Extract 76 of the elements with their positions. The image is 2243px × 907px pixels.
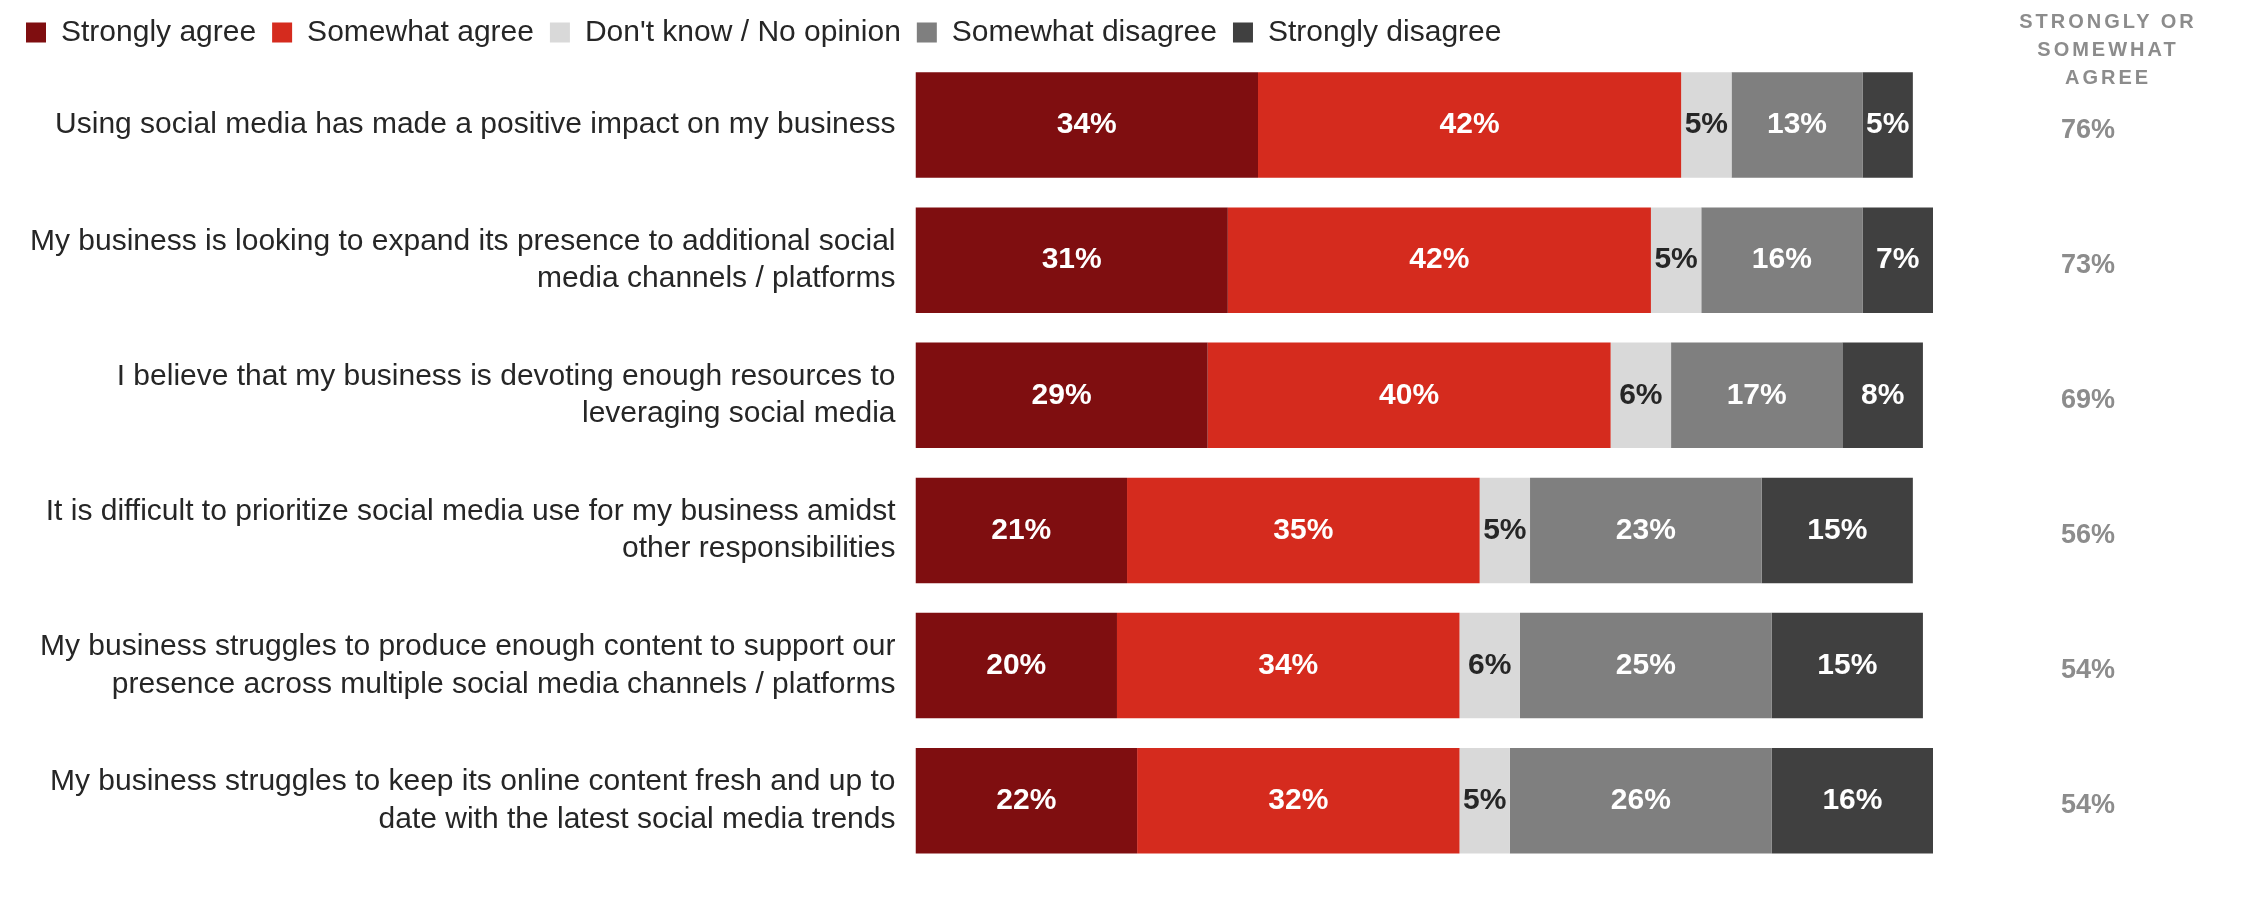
data-label: 5% <box>1463 781 1507 815</box>
bar <box>1862 72 1913 178</box>
data-label: 29% <box>1031 376 1092 410</box>
bar <box>1771 747 1933 854</box>
data-label: 40% <box>1379 376 1440 410</box>
bar <box>915 342 1208 449</box>
data-label: 16% <box>1822 781 1883 815</box>
bar <box>1530 477 1762 584</box>
bar <box>1227 207 1651 313</box>
bar <box>915 612 1117 719</box>
data-label: 42% <box>1409 241 1470 275</box>
legend-label: Strongly agree <box>61 13 257 47</box>
bar <box>1258 72 1682 178</box>
text: 69% <box>2060 383 2116 414</box>
bar <box>1509 747 1772 854</box>
data-label: 26% <box>1610 781 1671 815</box>
bar <box>1842 342 1923 449</box>
data-label: 6% <box>1468 646 1512 680</box>
bar <box>915 72 1259 178</box>
data-label: 31% <box>1041 241 1102 275</box>
y-tick-label: I believe that my business is devoting enough resources to leveraging social media <box>116 357 896 429</box>
bar <box>1650 207 1702 313</box>
bar <box>1862 207 1933 313</box>
legend-label: Somewhat disagree <box>951 13 1217 47</box>
y-tick-label: Using social media has made a positive impact on my business <box>55 106 896 140</box>
text: STRONGLY OR SOMEWHAT AGREE <box>2019 9 2197 88</box>
data-label: 5% <box>1654 241 1698 275</box>
legend-label: Strongly disagree <box>1267 13 1502 47</box>
bar <box>1671 342 1843 449</box>
data-label: 15% <box>1817 646 1878 680</box>
data-label: 25% <box>1615 646 1676 680</box>
data-label: 23% <box>1615 511 1676 545</box>
bar <box>1127 477 1480 584</box>
y-tick-label: My business struggles to produce enough content to support our presence across multiple social media channels / platforms <box>39 628 896 699</box>
legend-label: Don't know / No opinion <box>584 13 901 47</box>
data-label: 21% <box>991 511 1052 545</box>
data-label: 20% <box>986 646 1047 680</box>
data-label: 17% <box>1726 376 1787 410</box>
text: 54% <box>2060 789 2116 820</box>
data-label: 6% <box>1619 376 1663 410</box>
bar <box>1137 747 1460 854</box>
bar <box>915 477 1128 584</box>
bar <box>915 207 1228 313</box>
bar <box>1116 612 1460 719</box>
bar <box>1731 72 1863 178</box>
data-label: 35% <box>1273 511 1334 545</box>
bar <box>1771 612 1923 719</box>
data-label: 5% <box>1483 511 1527 545</box>
data-label: 15% <box>1807 511 1868 545</box>
y-tick-label: It is difficult to prioritize social media use for my business amidst other responsibilities <box>45 492 897 564</box>
data-label: 34% <box>1056 106 1117 140</box>
bar <box>1701 207 1863 313</box>
text: 73% <box>2060 248 2116 279</box>
data-label: 7% <box>1876 241 1920 275</box>
bar <box>1207 342 1611 449</box>
bar <box>1459 612 1520 719</box>
data-label: 16% <box>1751 241 1812 275</box>
y-tick-label: My business is looking to expand its presence to additional social media channels / platforms <box>29 222 896 294</box>
data-label: 34% <box>1258 646 1319 680</box>
y-tick-label: My business struggles to keep its online content fresh and up to date with the latest social media trends <box>49 763 896 834</box>
legend-label: Somewhat agree <box>307 13 534 47</box>
data-label: 13% <box>1766 106 1828 140</box>
data-label: 5% <box>1684 106 1729 140</box>
data-label: 42% <box>1439 106 1500 140</box>
data-label: 22% <box>996 781 1057 815</box>
data-label: 32% <box>1268 781 1329 815</box>
data-label: 8% <box>1860 376 1905 410</box>
bar <box>1610 342 1672 449</box>
text: 76% <box>2060 113 2116 144</box>
text: 54% <box>2060 654 2116 685</box>
text: 56% <box>2060 518 2116 549</box>
data-label: 5% <box>1865 106 1910 140</box>
bar <box>1681 72 1732 178</box>
bar <box>1761 477 1913 584</box>
bar <box>915 747 1138 854</box>
bar <box>1519 612 1772 719</box>
